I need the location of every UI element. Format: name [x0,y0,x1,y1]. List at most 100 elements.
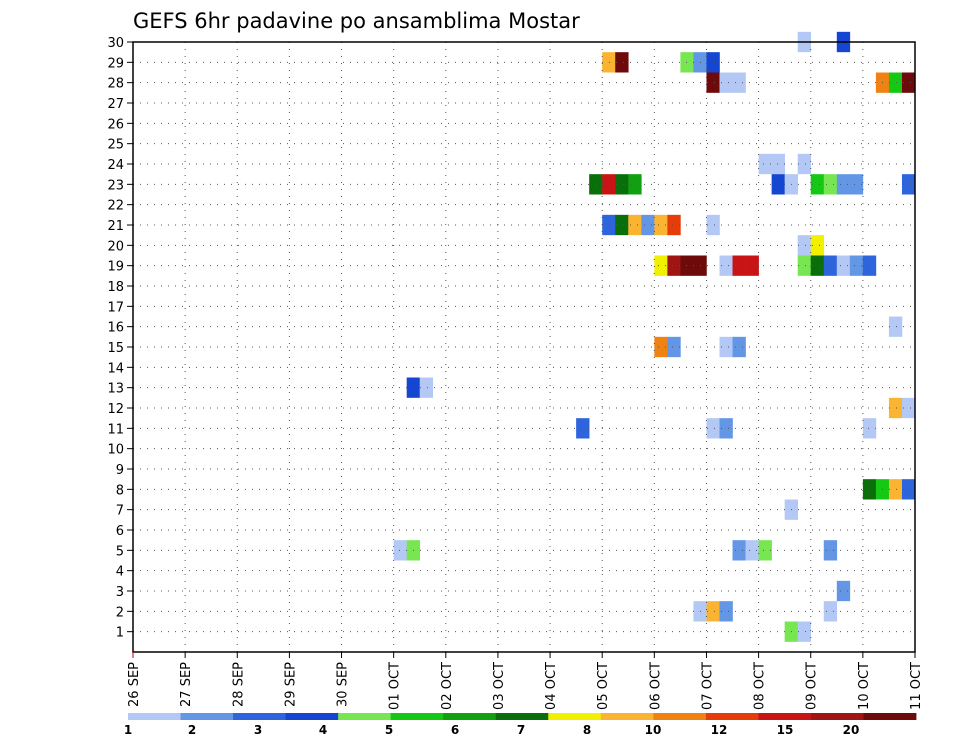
y-tick-label: 8 [116,483,124,498]
heatmap-cell [628,174,642,195]
colorbar-swatch [338,713,392,720]
x-tick-label: 05 OCT [596,662,611,710]
colorbar-label: 5 [385,723,393,737]
colorbar-label: 3 [254,723,262,737]
x-tick-label: 01 OCT [388,662,403,710]
colorbar-swatch [863,713,917,720]
x-tick-label: 30 SEP [336,662,351,707]
y-tick-label: 28 [107,77,124,92]
heatmap-cell [719,255,733,276]
heatmap-cell [667,214,681,236]
heatmap-cell [602,52,616,73]
y-tick-label: 9 [116,463,124,478]
heatmap-cell [732,540,746,561]
heatmap-cell [823,540,838,561]
heatmap-cells [393,31,916,642]
heatmap-cell [419,377,434,398]
colorbar-swatch [600,713,654,720]
colorbar-swatch [653,713,707,720]
heatmap-cell [901,72,916,93]
heatmap-cell [667,255,681,276]
heatmap-cell [758,153,772,175]
heatmap-cell [706,214,720,236]
x-tick-label: 08 OCT [753,662,768,710]
heatmap-cell [797,235,812,256]
heatmap-cell [745,540,759,561]
heatmap-cell [680,255,694,276]
x-tick-label: 07 OCT [701,662,716,710]
colorbar-swatch [758,713,812,720]
colorbar-label: 20 [843,723,860,737]
y-tick-label: 5 [116,544,124,559]
y-tick-label: 20 [107,239,124,254]
heatmap-cell [758,540,772,561]
colorbar-swatch [495,713,549,720]
y-tick-label: 29 [107,56,124,71]
y-tick-label: 15 [107,341,124,356]
heatmap-cell [628,214,642,236]
y-tick-label: 18 [107,280,124,295]
heatmap-cell [615,214,629,236]
heatmap-cell [901,479,916,500]
heatmap-cell [797,255,812,276]
heatmap-cell [732,72,746,93]
heatmap-cell [836,580,851,602]
y-tick-label: 26 [107,117,124,132]
heatmap-cell [810,174,825,195]
colorbar: 1 2 3 4 5 6 7 8 10 12 15 20 [124,713,917,737]
colorbar-swatch [810,713,864,720]
heatmap-cell [797,153,812,175]
heatmap-cell [901,397,916,419]
y-tick-label: 19 [107,260,124,275]
heatmap-cell [654,336,668,358]
colorbar-label: 2 [188,723,196,737]
heatmap-cell [862,255,877,276]
y-tick-label: 3 [116,585,124,600]
heatmap-cell [654,255,668,276]
y-tick-label: 12 [107,402,124,417]
y-tick-label: 7 [116,504,124,519]
y-tick-label: 16 [107,321,124,336]
heatmap-cell [810,235,825,256]
x-tick-label: 27 SEP [179,662,194,707]
colorbar-label: 1 [124,723,132,737]
x-tick-label: 10 OCT [857,662,872,710]
y-tick-label: 6 [116,524,124,539]
heatmap-cell [888,72,903,93]
heatmap-cell [849,255,864,276]
heatmap-cell [888,397,903,419]
heatmap-cell [849,174,864,195]
colorbar-label: 7 [517,723,525,737]
heatmap-cell [680,52,694,73]
x-tick-label: 26 SEP [127,662,142,707]
heatmap-cell [602,214,616,236]
heatmap-cell [719,601,733,622]
colorbar-label: 15 [777,723,794,737]
x-tick-label: 06 OCT [648,662,663,710]
colorbar-swatch [285,713,339,720]
heatmap-cell [901,174,916,195]
heatmap-cell [706,72,720,93]
heatmap-cell [862,479,877,500]
colorbar-swatch [390,713,444,720]
x-tick-label: 03 OCT [492,662,507,710]
heatmap-cell [576,418,590,439]
heatmap-cell [667,336,681,358]
colorbar-swatch [128,713,181,720]
heatmap-cell [836,255,851,276]
heatmap-cell [862,418,877,439]
heatmap-cell [641,214,655,236]
heatmap-cell [732,336,746,358]
chart-title: GEFS 6hr padavine po ansamblima Mostar [133,9,580,33]
heatmap-cell [797,621,812,642]
y-tick-label: 2 [116,605,124,620]
y-tick-label: 25 [107,138,124,153]
plot-frame [132,41,916,653]
colorbar-label: 4 [319,723,327,737]
heatmap-cell [719,418,733,439]
y-tick-label: 4 [116,565,124,580]
heatmap-cell [706,418,720,439]
heatmap-cell [836,174,851,195]
heatmap-cell [719,336,733,358]
